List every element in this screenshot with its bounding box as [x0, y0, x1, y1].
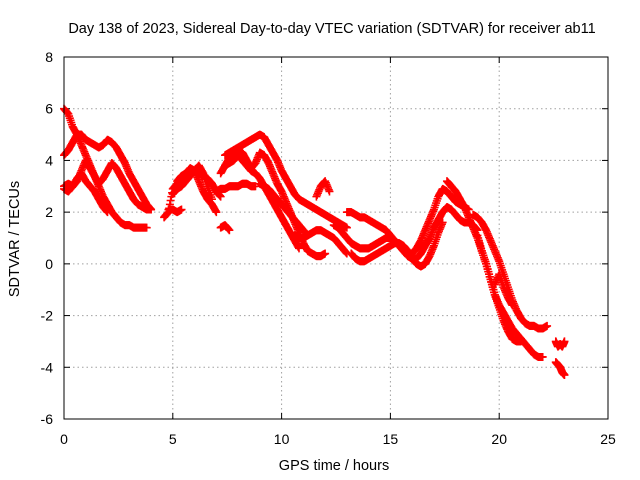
data-point — [560, 371, 569, 380]
y-tick-label: -4 — [41, 359, 54, 375]
data-point — [342, 223, 351, 232]
data-point — [543, 321, 552, 330]
series-arc-23 — [490, 270, 517, 310]
series-arc-9 — [212, 179, 260, 196]
x-tick-label: 10 — [274, 431, 290, 447]
data-point — [225, 226, 234, 235]
series-arc-16 — [312, 177, 334, 201]
series-arc-7 — [173, 164, 221, 217]
data-point — [251, 182, 260, 191]
series-arc-12 — [221, 151, 304, 253]
data-point — [295, 244, 304, 253]
series-arc-22 — [473, 231, 547, 361]
data-point — [177, 205, 186, 214]
y-tick-label: 8 — [45, 49, 53, 65]
chart-title: Day 138 of 2023, Sidereal Day-to-day VTE… — [68, 21, 595, 37]
data-point — [325, 187, 334, 196]
data-point — [538, 352, 547, 361]
y-axis-label: SDTVAR / TECUs — [7, 181, 23, 297]
x-tick-label: 20 — [491, 431, 507, 447]
series-arc-13 — [216, 221, 234, 235]
series-arc-19 — [347, 218, 447, 271]
x-axis-label: GPS time / hours — [279, 458, 389, 474]
series-arc-15 — [290, 226, 351, 258]
series-arc-8 — [164, 205, 186, 217]
y-tick-label: -6 — [41, 411, 54, 427]
x-tick-label: 15 — [383, 431, 399, 447]
grid-lines — [64, 57, 608, 419]
axis-ticks: 0 5 10 15 20 25 -6 -4 -2 0 2 4 6 8 — [41, 49, 616, 447]
y-tick-label: -2 — [41, 308, 54, 324]
x-tick-label: 5 — [169, 431, 177, 447]
data-point — [321, 249, 330, 258]
series-arc-14 — [255, 179, 312, 240]
data-point — [212, 208, 221, 217]
data-point — [560, 337, 569, 346]
data-point — [438, 218, 447, 227]
series-arc-25 — [551, 358, 569, 380]
data-point — [147, 205, 156, 214]
y-tick-label: 4 — [45, 152, 53, 168]
plot-frame — [63, 56, 609, 420]
y-tick-label: 2 — [45, 204, 53, 220]
y-tick-label: 0 — [45, 256, 53, 272]
data-point — [103, 208, 112, 217]
x-tick-label: 0 — [60, 431, 68, 447]
series-arc-24 — [551, 337, 569, 351]
data-points — [60, 104, 569, 380]
series-arc-2 — [60, 130, 156, 214]
series-arc-4 — [60, 169, 112, 217]
data-point — [142, 223, 151, 232]
x-tick-label: 25 — [600, 431, 616, 447]
y-tick-label: 6 — [45, 101, 53, 117]
data-point — [216, 192, 225, 201]
data-point — [508, 301, 517, 310]
series-arc-21 — [469, 210, 552, 333]
